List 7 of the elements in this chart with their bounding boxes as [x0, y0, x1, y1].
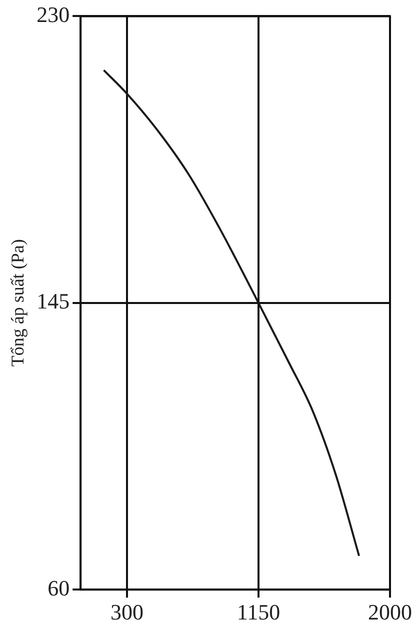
x-tick-label: 2000	[368, 600, 412, 625]
x-tick-label: 300	[110, 600, 144, 625]
y-axis-title: Tổng áp suất (Pa)	[8, 239, 28, 367]
y-tick-label: 60	[48, 575, 70, 600]
x-tick-label: 1150	[236, 600, 280, 625]
y-tick-label: 145	[36, 288, 70, 314]
y-tick-label: 230	[36, 2, 70, 27]
